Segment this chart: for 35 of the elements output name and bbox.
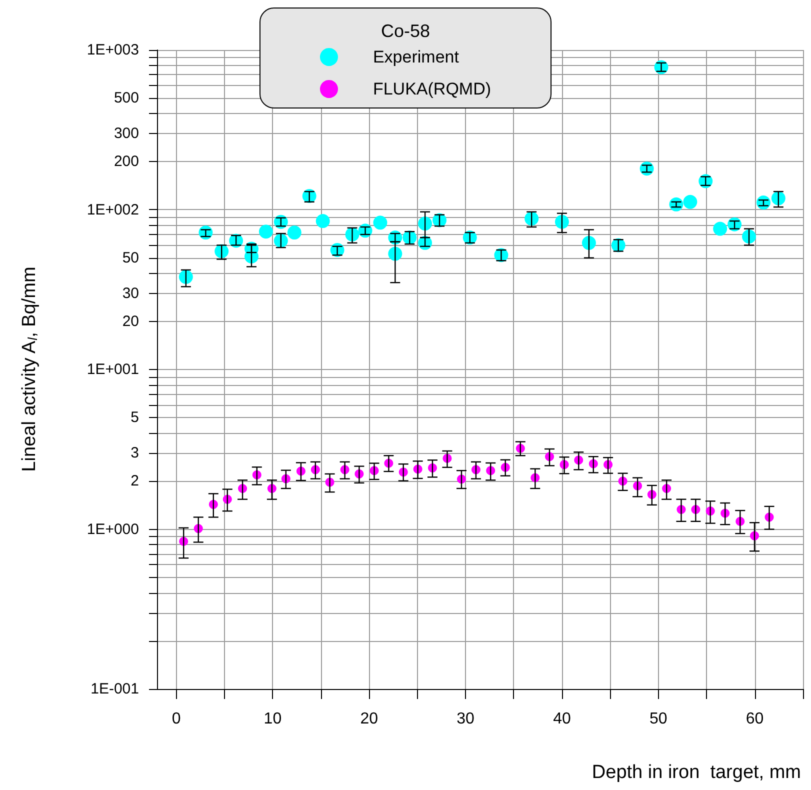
x-tick-label: 30 (456, 710, 475, 728)
point (418, 216, 432, 231)
point (683, 194, 698, 209)
y-tick-label: 1E+002 (86, 201, 139, 218)
y-tick-label: 5 (130, 409, 139, 426)
y-tick-label: 200 (114, 153, 139, 170)
y-tick-label: 1E+003 (86, 42, 139, 58)
legend-title: Co-58 (380, 21, 430, 41)
point (287, 226, 302, 240)
y-tick-label: 30 (122, 284, 139, 302)
y-tick-label: 1E+001 (86, 361, 139, 378)
point (373, 216, 388, 230)
y-tick-label: 1E+000 (86, 520, 139, 538)
x-tick-label: 20 (360, 710, 378, 728)
legend-label: Experiment (372, 48, 460, 66)
x-tick-label: 40 (553, 710, 571, 728)
y-tick-label: 2 (130, 472, 139, 490)
y-tick-label: 300 (114, 125, 139, 142)
y-tick-label: 3 (130, 444, 139, 462)
y-tick-label: 500 (114, 90, 139, 107)
legend-label: FLUKA(RQMD) (372, 80, 492, 98)
x-tick-label: 10 (264, 710, 282, 728)
x-tick-label: 0 (172, 710, 181, 728)
point (713, 222, 728, 236)
point (582, 236, 596, 250)
y-tick-label: 20 (122, 312, 139, 330)
y-tick-label: 1E-001 (90, 680, 139, 698)
point (554, 214, 569, 229)
x-tick-label: 50 (649, 710, 668, 728)
point (316, 214, 330, 228)
point (258, 224, 273, 239)
x-axis-title: Depth in iron target, mm (592, 762, 802, 783)
y-tick-label: 50 (122, 249, 139, 266)
y-axis-title: Lineal activity Al, Bq/mm (19, 266, 40, 472)
x-tick-label: 60 (746, 710, 764, 728)
